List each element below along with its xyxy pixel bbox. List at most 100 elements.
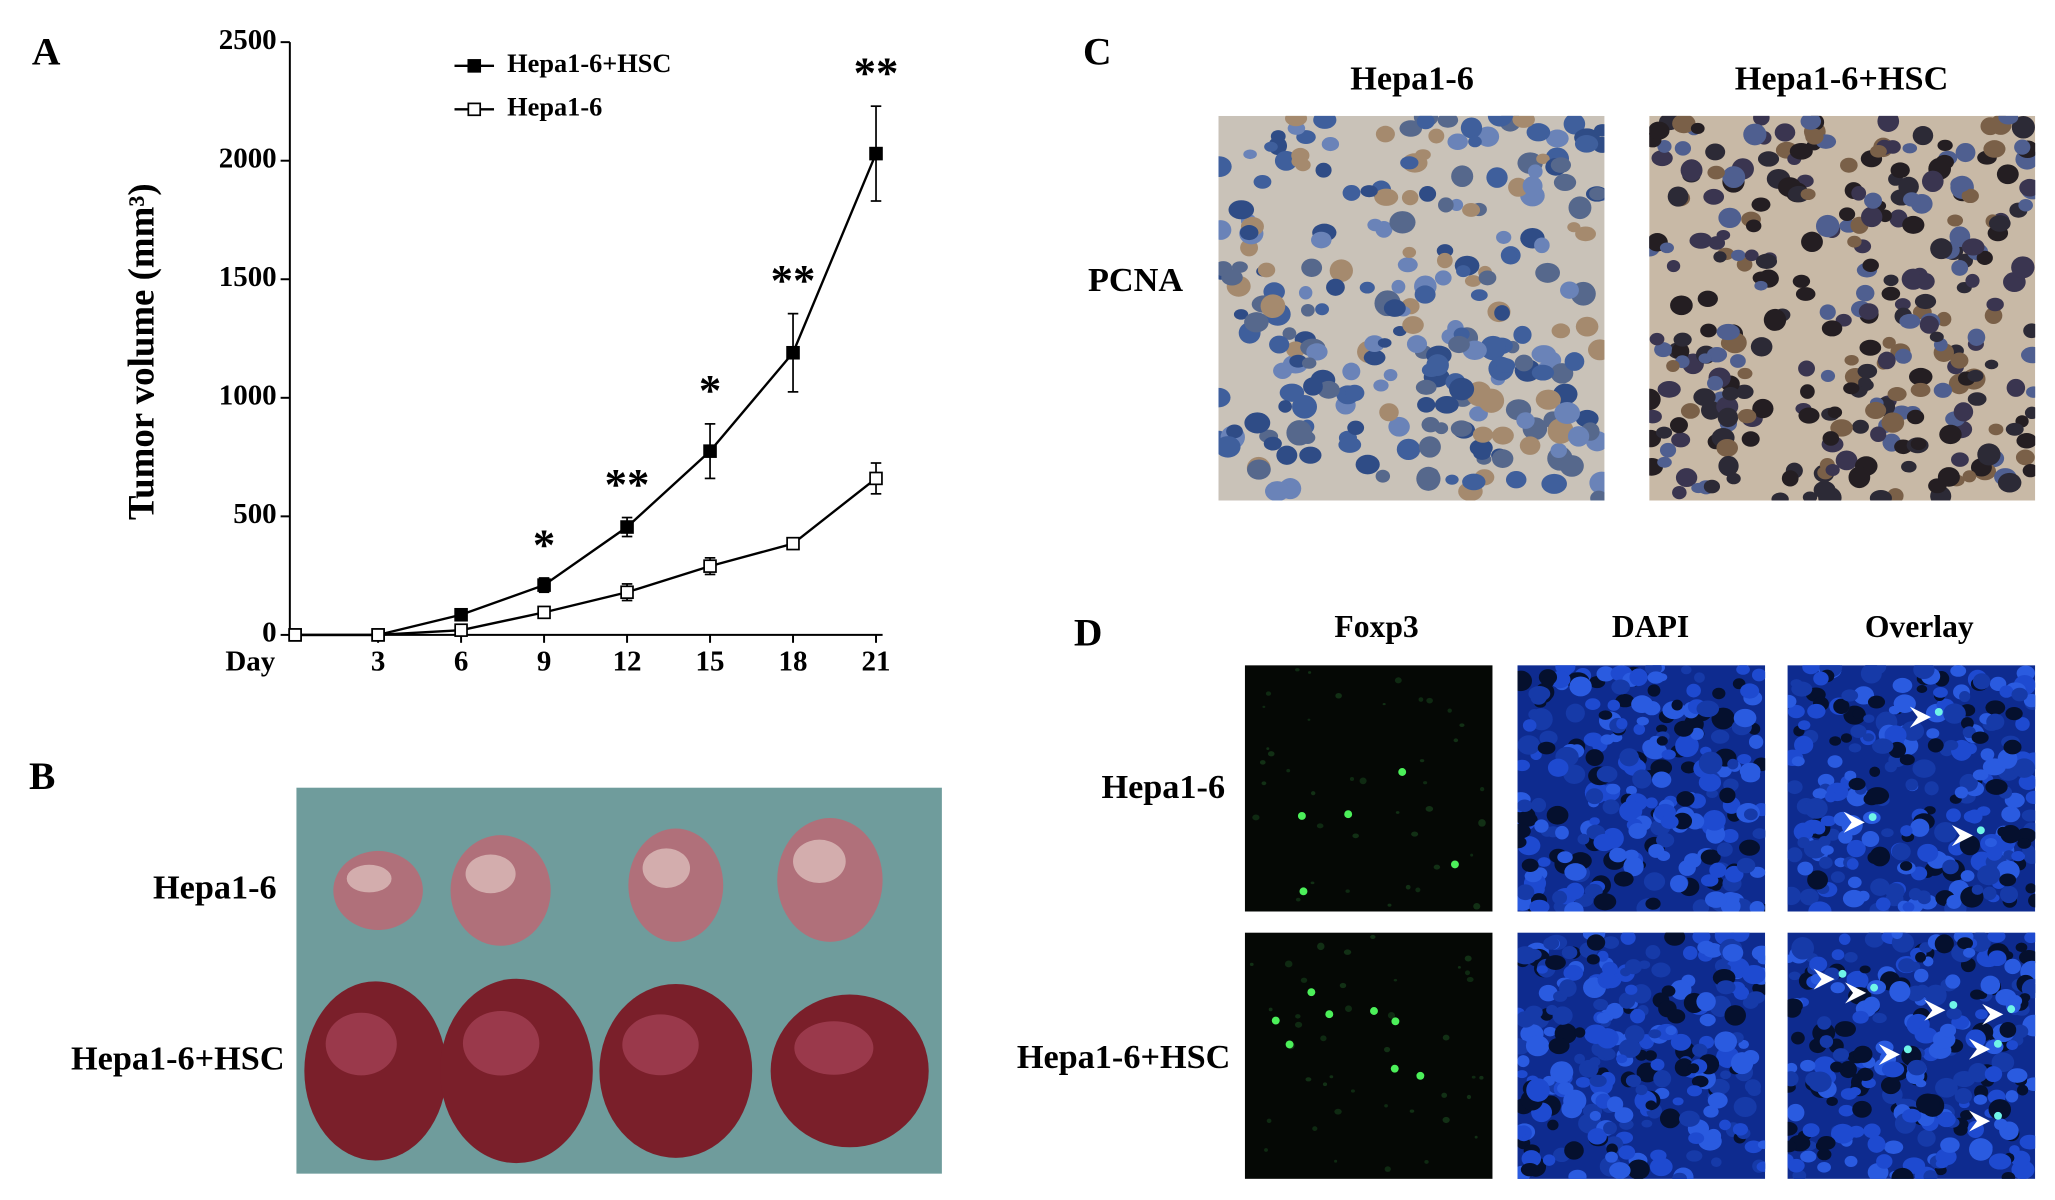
cell [1787,847,1803,863]
cell [1373,379,1389,392]
arrowhead [1951,824,1973,847]
cell [1824,791,1837,803]
cell [1870,426,1887,443]
cell [2006,378,2026,397]
cell [1739,762,1761,780]
cell [1535,389,1561,410]
cell [1694,672,1705,683]
cell [1593,833,1615,852]
cell [1833,698,1850,714]
cell [1864,932,1885,948]
cell [1426,354,1449,377]
cell [2005,707,2023,721]
cell [1984,359,1999,370]
cell [1884,140,1901,154]
cell [1263,436,1282,451]
cell [2011,116,2035,139]
cell [1596,666,1615,682]
cell [1915,1093,1940,1115]
cell [1805,128,1824,145]
cell [1749,900,1765,912]
cell [1317,942,1325,951]
cell [1998,115,2019,125]
cell [1802,665,1820,675]
cell [1750,337,1773,357]
cell [1933,687,1948,698]
cell [1902,215,1925,234]
cell [1565,703,1585,723]
cell [1716,323,1740,341]
cell [1741,431,1760,447]
cell [1478,388,1505,413]
cell [2023,323,2036,339]
cell [1542,676,1555,688]
cell [1745,219,1762,233]
cell [1597,950,1609,962]
cell [1415,887,1421,893]
cell [1915,952,1926,963]
cell [1737,367,1753,380]
cell [1647,671,1665,684]
cell [1967,392,1987,406]
cell [1589,817,1600,826]
cell [1670,979,1692,1000]
cell [1985,778,2008,795]
cell [1847,235,1862,248]
cell [1550,157,1572,173]
cell [1292,395,1317,419]
cell [1916,890,1931,902]
cell [1965,1029,1986,1049]
cell [2006,1040,2018,1051]
cell [1665,1025,1677,1036]
cell [1844,354,1859,366]
cell [1620,932,1636,945]
cell [1751,197,1771,212]
cell [1352,833,1359,839]
cell [1966,809,1983,824]
cell [1575,226,1596,242]
cell [1285,115,1308,127]
cell [1717,407,1739,428]
cell [1310,791,1316,796]
cell [1988,423,2004,436]
cell [1800,188,1816,201]
cell [1657,140,1672,153]
x-axis-label: Day [225,646,275,678]
cell [1636,716,1649,726]
cell [2012,1024,2029,1039]
cell [1574,1053,1585,1064]
cell [1655,832,1675,848]
cell [1716,980,1736,995]
cell [1771,492,1789,501]
y-axis-label: Tumor volume (mm³) [120,183,162,520]
cell [1218,387,1231,408]
cell [1261,781,1267,786]
cell [1650,1149,1667,1162]
cell [1670,874,1688,893]
cell [1861,831,1880,848]
row-label: PCNA [1088,261,1183,299]
cell [1310,881,1315,885]
cell [1967,369,1984,382]
cell [1480,335,1507,361]
cell [1644,1050,1657,1061]
cell [1820,369,1836,383]
cell [1848,743,1862,753]
cell [1295,158,1311,172]
cell [1862,733,1875,742]
cell [1830,1123,1855,1144]
cell [1657,381,1681,398]
cell [1744,1079,1761,1094]
series-line [295,477,877,637]
cell [1649,121,1670,140]
overlay-cell [1949,1000,1958,1009]
cell [1804,797,1828,819]
cell [1881,1061,1905,1078]
cell [1885,883,1905,901]
cell [1374,188,1399,206]
cell [1961,717,1974,730]
cell [1961,238,1985,256]
significance-mark: ** [771,255,816,305]
cell [1661,749,1676,760]
cell [1669,417,1688,434]
